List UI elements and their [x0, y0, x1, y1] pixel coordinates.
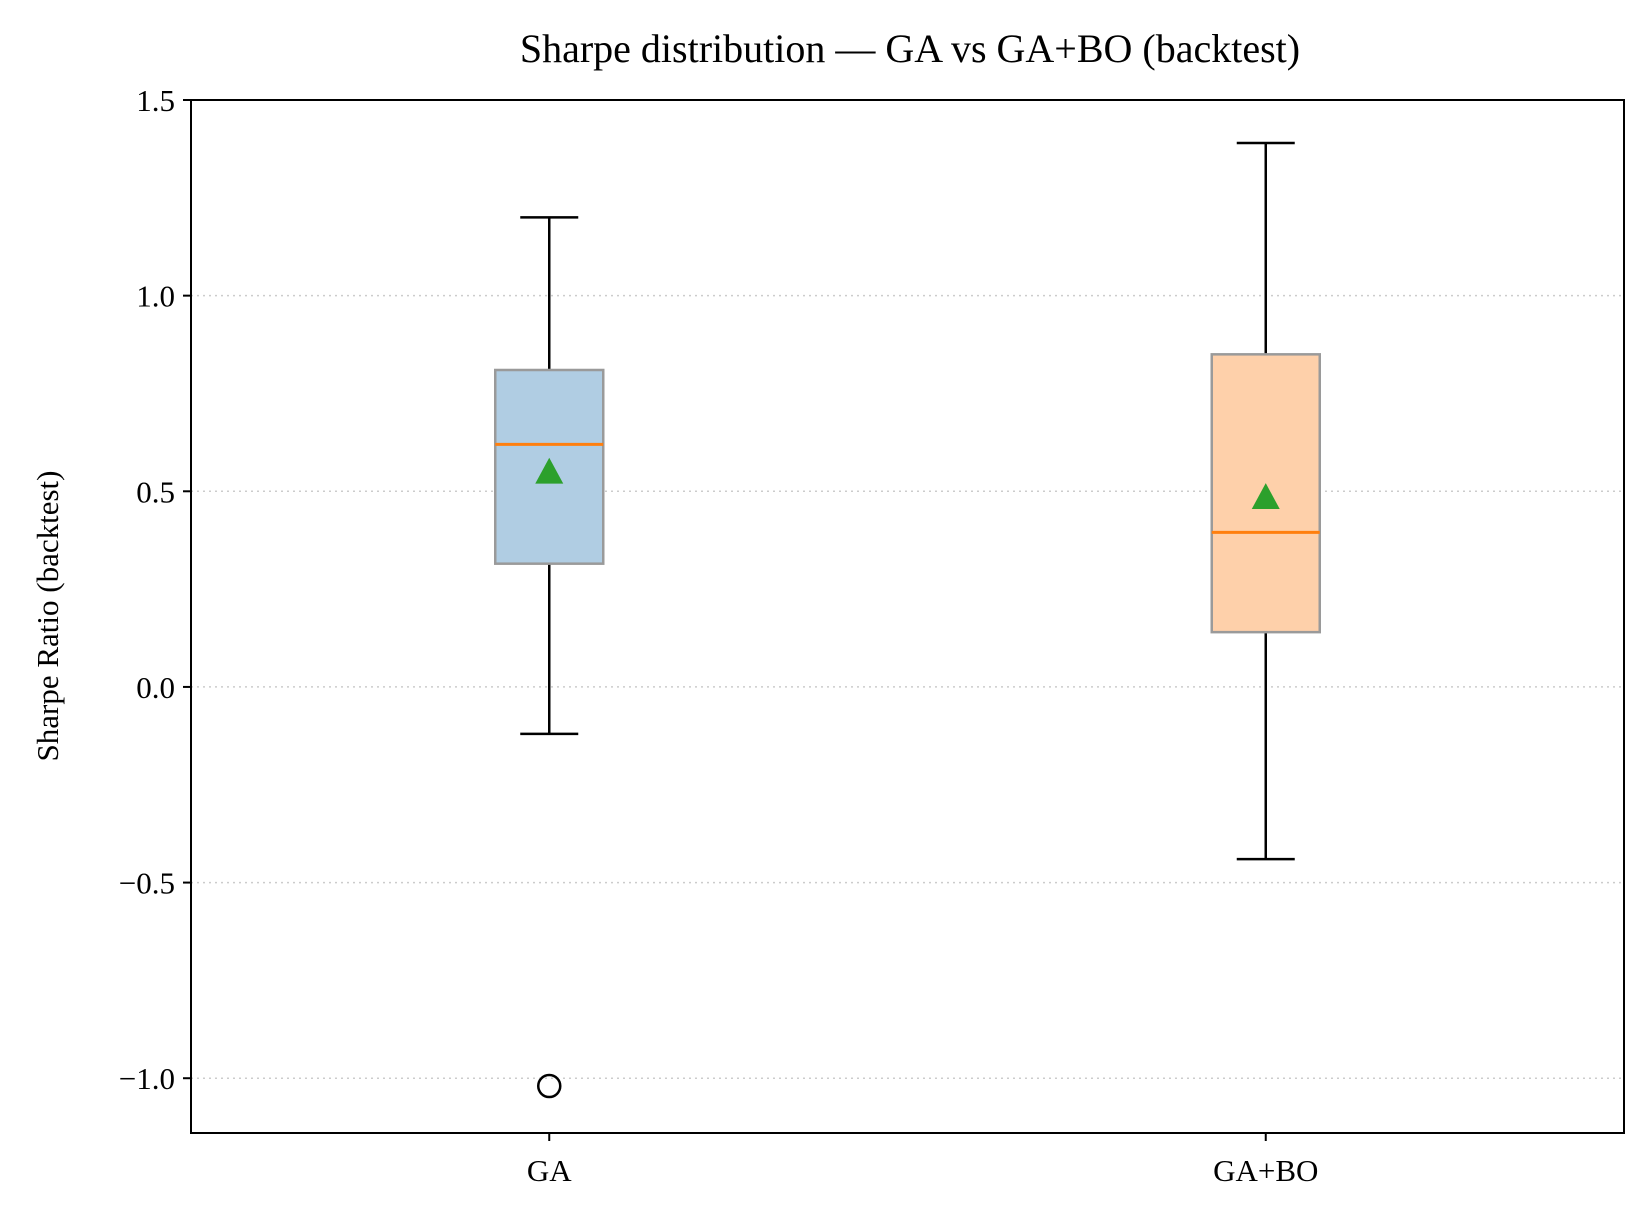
y-tick-label: −0.5 — [119, 866, 175, 901]
x-tick-label: GA — [527, 1153, 572, 1188]
plot-frame — [190, 99, 1625, 1134]
y-tick-label: 1.5 — [136, 83, 175, 118]
x-tick-label: GA+BO — [1213, 1153, 1318, 1188]
mean-marker — [1251, 483, 1280, 510]
axes: −1.0 −0.5 0.0 0.5 1.0 1.5 GA GA+BO — [119, 83, 1625, 1188]
box-group-ga — [494, 216, 605, 1099]
chart-title: Sharpe distribution — GA vs GA+BO (backt… — [520, 26, 1300, 71]
y-tick-label: 0.0 — [136, 670, 175, 705]
plot-area — [494, 141, 1321, 1099]
box-group-ga-bo — [1210, 141, 1321, 861]
y-tick-label: −1.0 — [119, 1061, 175, 1096]
y-axis-label: Sharpe Ratio (backtest) — [30, 471, 65, 762]
mean-marker — [535, 457, 564, 484]
outlier-point — [537, 1073, 562, 1099]
y-tick-label: 0.5 — [136, 474, 175, 509]
grid-lines — [191, 294, 1624, 1079]
y-tick-label: 1.0 — [136, 279, 175, 314]
